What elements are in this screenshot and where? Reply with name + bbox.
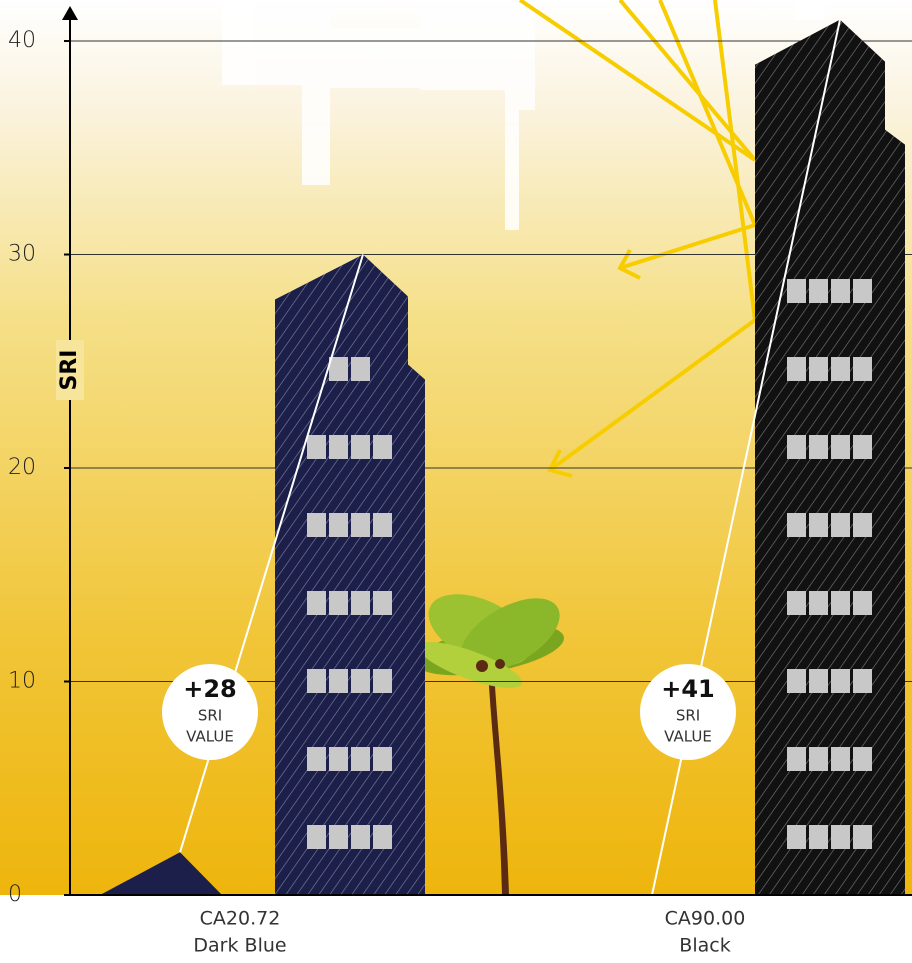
window bbox=[831, 513, 850, 537]
value-bubble bbox=[640, 664, 736, 760]
value-label: +41 bbox=[661, 675, 715, 703]
window bbox=[787, 513, 806, 537]
window bbox=[351, 747, 370, 771]
window bbox=[809, 435, 828, 459]
window bbox=[373, 513, 392, 537]
window bbox=[853, 825, 872, 849]
window bbox=[853, 591, 872, 615]
window bbox=[307, 513, 326, 537]
window bbox=[329, 591, 348, 615]
window bbox=[809, 825, 828, 849]
y-axis-arrow bbox=[62, 6, 78, 20]
window bbox=[831, 357, 850, 381]
value-caption: SRI bbox=[676, 707, 700, 725]
building-hatch bbox=[755, 19, 905, 896]
window bbox=[307, 435, 326, 459]
value-bubble bbox=[162, 664, 258, 760]
window bbox=[831, 747, 850, 771]
window bbox=[307, 825, 326, 849]
window bbox=[351, 513, 370, 537]
window bbox=[351, 357, 370, 381]
window bbox=[329, 435, 348, 459]
window bbox=[853, 279, 872, 303]
x-tick-sublabel: Black bbox=[679, 935, 730, 957]
window bbox=[373, 669, 392, 693]
window bbox=[787, 279, 806, 303]
plot: +28 SRI VALUE +41 SRI VALUE bbox=[70, 19, 912, 896]
x-tick-label: CA20.72 bbox=[200, 908, 281, 930]
value-caption: VALUE bbox=[664, 728, 712, 746]
window bbox=[351, 591, 370, 615]
window bbox=[831, 591, 850, 615]
y-tick-label: 20 bbox=[8, 455, 36, 480]
y-label-bg bbox=[56, 340, 84, 400]
window bbox=[809, 279, 828, 303]
x-tick-label: CA90.00 bbox=[665, 908, 746, 930]
window bbox=[809, 513, 828, 537]
y-tick-label: 0 bbox=[8, 882, 22, 907]
y-tick-label: 10 bbox=[8, 669, 36, 694]
y-tick-label: 30 bbox=[8, 242, 36, 267]
window bbox=[831, 669, 850, 693]
window bbox=[307, 747, 326, 771]
window bbox=[329, 357, 348, 381]
window bbox=[373, 591, 392, 615]
window bbox=[853, 669, 872, 693]
window bbox=[787, 435, 806, 459]
value-caption: SRI bbox=[198, 707, 222, 725]
window bbox=[373, 747, 392, 771]
skyline bbox=[222, 0, 825, 230]
value-caption: VALUE bbox=[186, 728, 234, 746]
window bbox=[853, 357, 872, 381]
window bbox=[351, 435, 370, 459]
window bbox=[329, 825, 348, 849]
window bbox=[853, 747, 872, 771]
window bbox=[351, 669, 370, 693]
window bbox=[853, 435, 872, 459]
window bbox=[373, 435, 392, 459]
window bbox=[307, 591, 326, 615]
window bbox=[351, 825, 370, 849]
window bbox=[787, 357, 806, 381]
window bbox=[809, 747, 828, 771]
window bbox=[307, 669, 326, 693]
sun-rays bbox=[518, 0, 757, 478]
value-label: +28 bbox=[183, 675, 237, 703]
window bbox=[329, 669, 348, 693]
window bbox=[809, 669, 828, 693]
window bbox=[787, 591, 806, 615]
window bbox=[831, 435, 850, 459]
window bbox=[809, 591, 828, 615]
base-mark bbox=[100, 852, 222, 895]
palm-tree bbox=[416, 594, 564, 895]
y-axis-label: SRI bbox=[57, 350, 82, 391]
window bbox=[787, 825, 806, 849]
footer-bg bbox=[0, 895, 912, 963]
y-tick-label: 40 bbox=[8, 28, 36, 53]
window bbox=[787, 669, 806, 693]
window bbox=[329, 513, 348, 537]
building-hatch bbox=[275, 254, 425, 895]
window bbox=[831, 279, 850, 303]
window bbox=[329, 747, 348, 771]
window bbox=[831, 825, 850, 849]
window bbox=[787, 747, 806, 771]
window bbox=[373, 825, 392, 849]
window bbox=[853, 513, 872, 537]
window bbox=[809, 357, 828, 381]
x-tick-sublabel: Dark Blue bbox=[193, 935, 286, 957]
